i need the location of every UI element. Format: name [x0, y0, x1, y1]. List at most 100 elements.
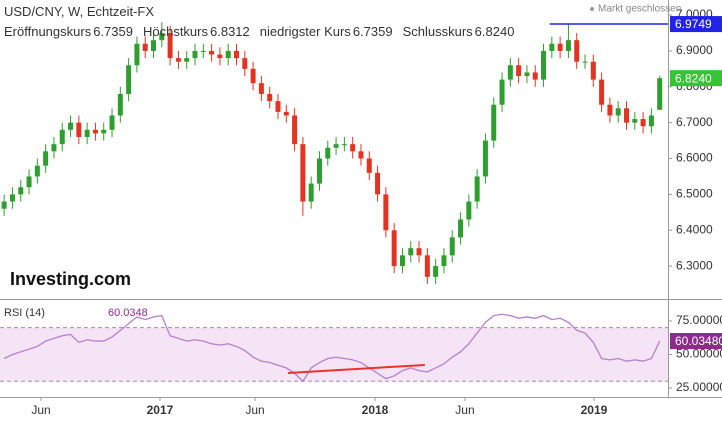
- candle-body: [532, 72, 538, 80]
- candle-body: [233, 50, 239, 59]
- candle-body: [18, 187, 24, 195]
- y-tick-label: 6.6000: [676, 151, 713, 165]
- chart-title: USD/CNY, W, Echtzeit-FX: [4, 4, 155, 19]
- candle-body: [126, 65, 132, 94]
- candle-body: [441, 255, 447, 267]
- price-box: [670, 70, 722, 87]
- candle-body: [657, 78, 663, 110]
- candle-body: [151, 40, 157, 51]
- rsi-band: [0, 327, 668, 382]
- y-tick-label: 6.9000: [676, 43, 713, 57]
- candle-body: [524, 72, 530, 77]
- candle-body: [209, 50, 215, 55]
- candle-body: [316, 158, 322, 184]
- candle-body: [424, 255, 430, 277]
- candle-body: [632, 119, 638, 123]
- legend-value: 6.7359: [352, 24, 393, 39]
- legend-value: 6.7359: [93, 24, 133, 39]
- candle-body: [101, 129, 107, 134]
- candle-body: [250, 68, 256, 84]
- candle-body: [258, 83, 264, 94]
- candle-body: [391, 230, 397, 267]
- candle-body: [499, 79, 505, 105]
- candle-body: [648, 115, 654, 127]
- candle-body: [184, 58, 190, 62]
- candle-body: [117, 93, 123, 116]
- x-tick-label: 2019: [581, 403, 608, 417]
- candle-body: [167, 32, 173, 59]
- candle-body: [84, 129, 90, 137]
- candle-body: [26, 176, 32, 188]
- candle-body: [225, 50, 231, 59]
- candle-body: [51, 144, 57, 152]
- candle-body: [68, 122, 74, 130]
- trend-line: [287, 363, 425, 374]
- candle-body: [590, 61, 596, 80]
- candle-body: [399, 255, 405, 267]
- y-tick-label: 25.00000: [676, 380, 722, 394]
- y-tick-label: 6.5000: [676, 187, 713, 201]
- candle-body: [76, 122, 82, 137]
- x-tick-label: Jun: [245, 403, 264, 417]
- candle-body: [565, 40, 571, 51]
- price-box-label: 60.03480: [675, 334, 722, 348]
- candle-body: [43, 151, 49, 166]
- candle-body: [549, 43, 555, 51]
- candle-body: [507, 65, 513, 80]
- rsi-title: RSI (14): [4, 307, 45, 319]
- candle-body: [449, 237, 455, 256]
- candle-body: [624, 108, 630, 123]
- candle-body: [325, 147, 331, 159]
- candle-body: [92, 129, 98, 134]
- candle-body: [1, 201, 7, 209]
- logo: Investing.com: [10, 269, 131, 289]
- candle-body: [599, 79, 605, 105]
- candle-body: [458, 219, 464, 238]
- price-box: [670, 16, 722, 33]
- candle-body: [607, 104, 613, 116]
- price-box-label: 6.9749: [675, 17, 712, 31]
- candle-body: [9, 194, 15, 202]
- legend-value: 6.8312: [210, 24, 250, 39]
- rsi-line: [3, 313, 661, 383]
- x-tick-label: Jun: [455, 403, 474, 417]
- candle-body: [582, 61, 588, 63]
- candle-body: [416, 248, 422, 256]
- candle-body: [491, 104, 497, 141]
- header: USD/CNY, W, Echtzeit-FX Eröffnungskurs 6.…: [4, 2, 524, 42]
- candle-body: [541, 50, 547, 80]
- candle-body: [333, 144, 339, 148]
- x-tick-label: Jun: [31, 403, 50, 417]
- candle-body: [341, 144, 347, 146]
- candle-body: [134, 43, 140, 66]
- rsi-current: 60.0348: [108, 307, 148, 319]
- candle-body: [640, 119, 646, 127]
- legend-label: Schlusskurs: [402, 24, 473, 39]
- status-dot: [590, 7, 594, 11]
- candle-body: [217, 54, 223, 59]
- candle-body: [375, 172, 381, 195]
- candle-body: [283, 111, 289, 116]
- candle-body: [433, 266, 439, 277]
- y-tick-label: 6.4000: [676, 222, 713, 236]
- price-box-label: 6.8240: [675, 71, 712, 85]
- title-row: USD/CNY, W, Echtzeit-FX: [4, 2, 524, 22]
- y-tick-label: 75.00000: [676, 313, 722, 327]
- candle-body: [474, 176, 480, 202]
- legend-label: Höchstkurs: [142, 24, 208, 39]
- candle-body: [358, 151, 364, 159]
- x-tick-label: 2017: [147, 403, 174, 417]
- candle-body: [200, 50, 206, 52]
- candle-body: [242, 58, 248, 69]
- ohlc-legend: Eröffnungskurs 6.7359 Höchstkurs 6.8312 nied…: [4, 22, 524, 42]
- legend-label: niedrigster Kurs: [259, 24, 351, 39]
- candle-body: [275, 101, 281, 112]
- candle-body: [300, 144, 306, 202]
- candle-body: [574, 40, 580, 62]
- candle-body: [34, 165, 40, 177]
- candle-body: [59, 129, 65, 145]
- candle-body: [175, 58, 181, 62]
- candle-body: [383, 194, 389, 231]
- candle-body: [516, 65, 522, 77]
